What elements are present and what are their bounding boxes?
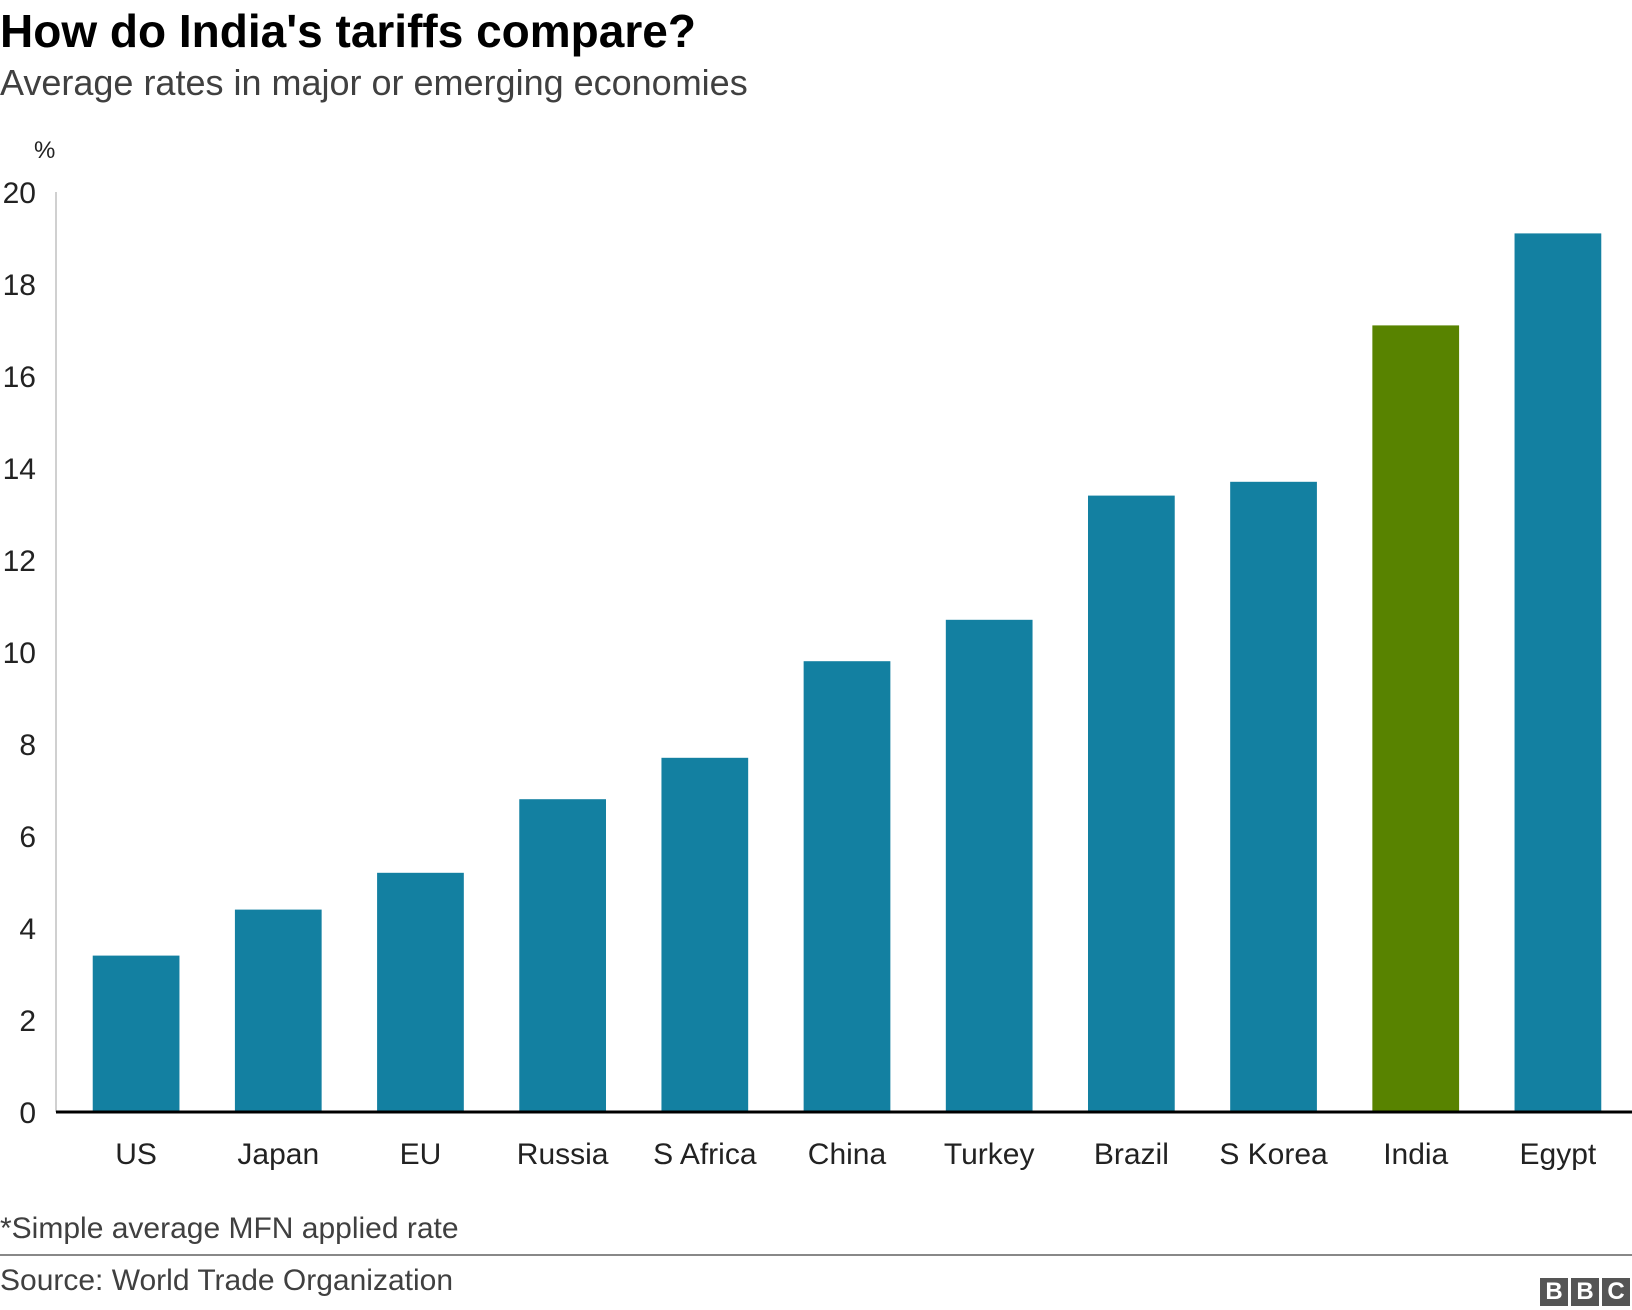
x-tick-label: Brazil (1094, 1138, 1169, 1171)
y-tick-label: 2 (19, 1005, 36, 1038)
bar-egypt (1514, 233, 1602, 1112)
x-tick-label: India (1383, 1138, 1448, 1171)
bar-brazil (1087, 495, 1175, 1113)
logo-letter-b1: B (1540, 1278, 1568, 1306)
bar-india (1372, 325, 1460, 1112)
y-tick-label: 16 (3, 361, 36, 394)
logo-letter-c: C (1602, 1278, 1630, 1306)
y-tick-label: 6 (19, 821, 36, 854)
x-tick-label: EU (400, 1138, 442, 1171)
x-tick-label: US (115, 1138, 157, 1171)
bbc-logo: B B C (1540, 1278, 1630, 1306)
bar-turkey (945, 619, 1033, 1112)
y-tick-label: 10 (3, 637, 36, 670)
chart-subtitle: Average rates in major or emerging econo… (0, 62, 748, 103)
x-tick-label: China (808, 1138, 887, 1171)
y-tick-label: 0 (19, 1097, 36, 1130)
bar-japan (234, 909, 322, 1112)
x-tick-label: S Africa (653, 1138, 757, 1171)
y-tick-label: 8 (19, 729, 36, 762)
x-tick-label: S Korea (1219, 1138, 1328, 1171)
bar-chart: % 0 2 4 6 8 10 12 14 16 18 20 US Japan EU Russia S Afr… (3, 137, 1632, 1171)
bar-russia (519, 799, 607, 1112)
x-tick-label: Turkey (944, 1138, 1035, 1171)
source-text: Source: World Trade Organization (0, 1264, 454, 1297)
bar-eu (377, 872, 464, 1112)
y-axis-unit-label: % (34, 137, 55, 164)
y-tick-label: 20 (3, 177, 36, 210)
chart-title: How do India's tariffs compare? (0, 5, 696, 57)
footer-divider (0, 1254, 1632, 1256)
x-tick-label: Russia (517, 1138, 609, 1171)
y-tick-label: 14 (3, 453, 36, 486)
bar-s-africa (661, 757, 749, 1112)
y-tick-label: 12 (3, 545, 36, 578)
bar-china (803, 661, 891, 1112)
x-tick-label: Egypt (1520, 1138, 1597, 1171)
bar-us (92, 955, 180, 1112)
footnote: *Simple average MFN applied rate (0, 1212, 459, 1245)
y-tick-label: 4 (19, 913, 36, 946)
y-tick-label: 18 (3, 269, 36, 302)
logo-letter-b2: B (1571, 1278, 1599, 1306)
x-tick-label: Japan (237, 1138, 319, 1171)
bar-s-korea (1230, 481, 1317, 1112)
